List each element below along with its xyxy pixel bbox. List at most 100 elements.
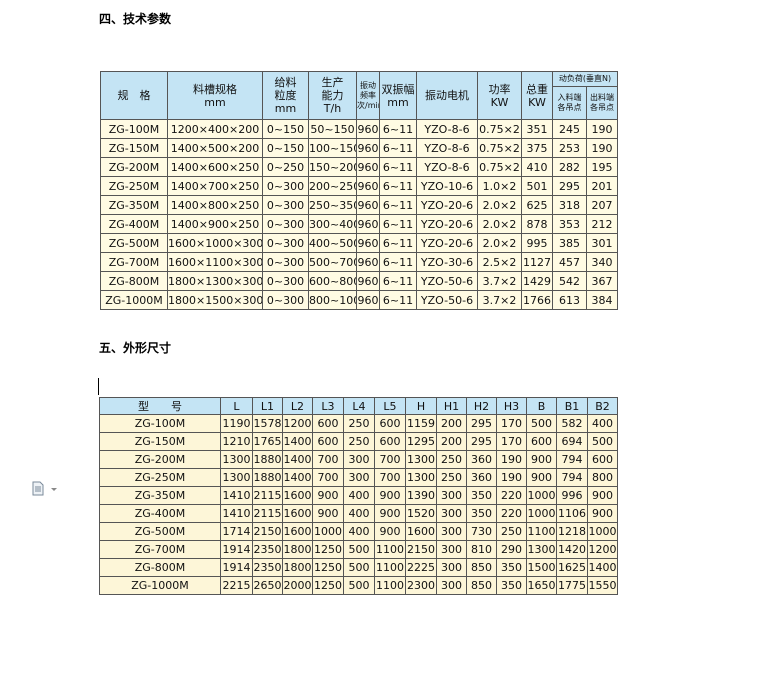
table-cell: 250 (496, 522, 527, 541)
table-cell: 170 (496, 414, 527, 433)
table-cell: 50~150 (308, 119, 357, 139)
table-cell: 1800 (282, 540, 313, 559)
table-cell: 170 (496, 432, 527, 451)
table-cell: 996 (556, 486, 588, 505)
table-cell: 375 (521, 138, 553, 158)
table-cell: 350 (466, 504, 497, 523)
column-header: H2 (466, 397, 497, 415)
table-cell: 0~300 (262, 233, 309, 253)
table-cell: 1400×600×250 (167, 157, 263, 177)
table-cell: 385 (552, 233, 587, 253)
table-cell: 1100 (526, 522, 557, 541)
column-header: B2 (587, 397, 618, 415)
table-cell: 0.75×2 (477, 119, 522, 139)
table-cell: 1300 (526, 540, 557, 559)
icon-arrow (51, 488, 57, 491)
column-header: 振动电机 (416, 71, 478, 120)
table-cell: 300 (436, 522, 467, 541)
table-cell: YZO-20-6 (416, 233, 478, 253)
column-header: 规 格 (100, 71, 168, 120)
table-cell: 960 (356, 271, 380, 291)
table-cell: 500 (343, 540, 375, 559)
table-row: ZG-150M 1400×500×200 0~150 100~150 960 6~11 YZ… (100, 138, 619, 158)
table-row: ZG-800M 1914 2350 1800 1250 500 1100 2225 300 850… (99, 558, 618, 577)
table-cell: 1400×700×250 (167, 176, 263, 196)
table-cell: 400 (343, 504, 375, 523)
table-cell: 900 (312, 486, 344, 505)
table-cell: 2115 (252, 504, 283, 523)
table-cell: ZG-800M (99, 558, 221, 577)
table-cell: 2150 (405, 540, 437, 559)
column-header: H (405, 397, 437, 415)
table-cell: 1600 (282, 522, 313, 541)
table-cell: 1200×400×200 (167, 119, 263, 139)
table-cell: 400 (343, 486, 375, 505)
table-cell: 1200 (282, 414, 313, 433)
table-cell: 600 (374, 414, 406, 433)
table-cell: 960 (356, 290, 380, 310)
table-cell: 220 (496, 486, 527, 505)
table-cell: 960 (356, 252, 380, 272)
table-cell: 1100 (374, 576, 406, 595)
table-cell: 200~250 (308, 176, 357, 196)
table-cell: 1400 (587, 558, 618, 577)
column-header: L4 (343, 397, 375, 415)
table-cell: 1600 (405, 522, 437, 541)
table-cell: 6~11 (379, 157, 417, 177)
table-cell: 1880 (252, 468, 283, 487)
table-cell: 1400×500×200 (167, 138, 263, 158)
table-cell: 353 (552, 214, 587, 234)
table-cell: 0~300 (262, 271, 309, 291)
table-cell: 625 (521, 195, 553, 215)
table-cell: 2350 (252, 558, 283, 577)
table-cell: ZG-800M (100, 271, 168, 291)
table-cell: 1410 (220, 486, 253, 505)
table-cell: 600~800 (308, 271, 357, 291)
table-cell: 1800×1500×300 (167, 290, 263, 310)
table-cell: 1800 (282, 558, 313, 577)
table-cell: 350 (496, 576, 527, 595)
table-cell: 6~11 (379, 214, 417, 234)
table-row: ZG-400M 1410 2115 1600 900 400 900 1520 300 350 22… (99, 504, 618, 523)
table-cell: 0~250 (262, 157, 309, 177)
table-cell: 295 (466, 414, 497, 433)
table-row: ZG-400M 1400×900×250 0~300 300~400 960 6~11 YZ… (100, 214, 619, 234)
table-cell: 1600×1100×300 (167, 252, 263, 272)
table-cell: 2000 (282, 576, 313, 595)
column-header: L5 (374, 397, 406, 415)
table-row: ZG-250M 1300 1880 1400 700 300 700 1300 250 360 19… (99, 468, 618, 487)
table-cell: 212 (585, 214, 619, 234)
column-header: 功率 KW (477, 71, 522, 120)
table-cell: ZG-250M (99, 468, 221, 487)
table-cell: 1400×900×250 (167, 214, 263, 234)
table-cell: 900 (374, 504, 406, 523)
paste-options-icon[interactable] (30, 480, 60, 498)
column-header: 料槽规格 mm (167, 71, 263, 120)
table-cell: 1400×800×250 (167, 195, 263, 215)
table-cell: 0~300 (262, 290, 309, 310)
header-row: 入料端 各吊点 出料端 各吊点 (101, 86, 619, 120)
table-cell: 360 (466, 468, 497, 487)
table-cell: ZG-200M (99, 450, 221, 469)
table-row: ZG-700M 1600×1100×300 0~300 500~700 960 6~11 Y… (100, 252, 619, 272)
table-cell: 500~700 (308, 252, 357, 272)
table-cell: 1159 (405, 414, 437, 433)
table-cell: 1100 (374, 540, 406, 559)
table-cell: 900 (526, 468, 557, 487)
column-header: 入料端 各吊点 (552, 86, 587, 120)
table-row: ZG-200M 1300 1880 1400 700 300 700 1300 250 360 19… (99, 450, 618, 469)
table-cell: 340 (585, 252, 619, 272)
table-cell: YZO-8-6 (416, 119, 478, 139)
table-cell: 250 (343, 414, 375, 433)
table-cell: 800~1000 (308, 290, 357, 310)
table-cell: 0~300 (262, 252, 309, 272)
table-cell: 1250 (312, 540, 344, 559)
table-cell: 2.0×2 (477, 214, 522, 234)
table-cell: 2150 (252, 522, 283, 541)
table-row: ZG-250M 1400×700×250 0~300 200~250 960 6~11 YZ… (100, 176, 619, 196)
table-cell: ZG-150M (100, 138, 168, 158)
table-cell: 6~11 (379, 138, 417, 158)
table-cell: 2.0×2 (477, 195, 522, 215)
table-cell: 0~150 (262, 138, 309, 158)
